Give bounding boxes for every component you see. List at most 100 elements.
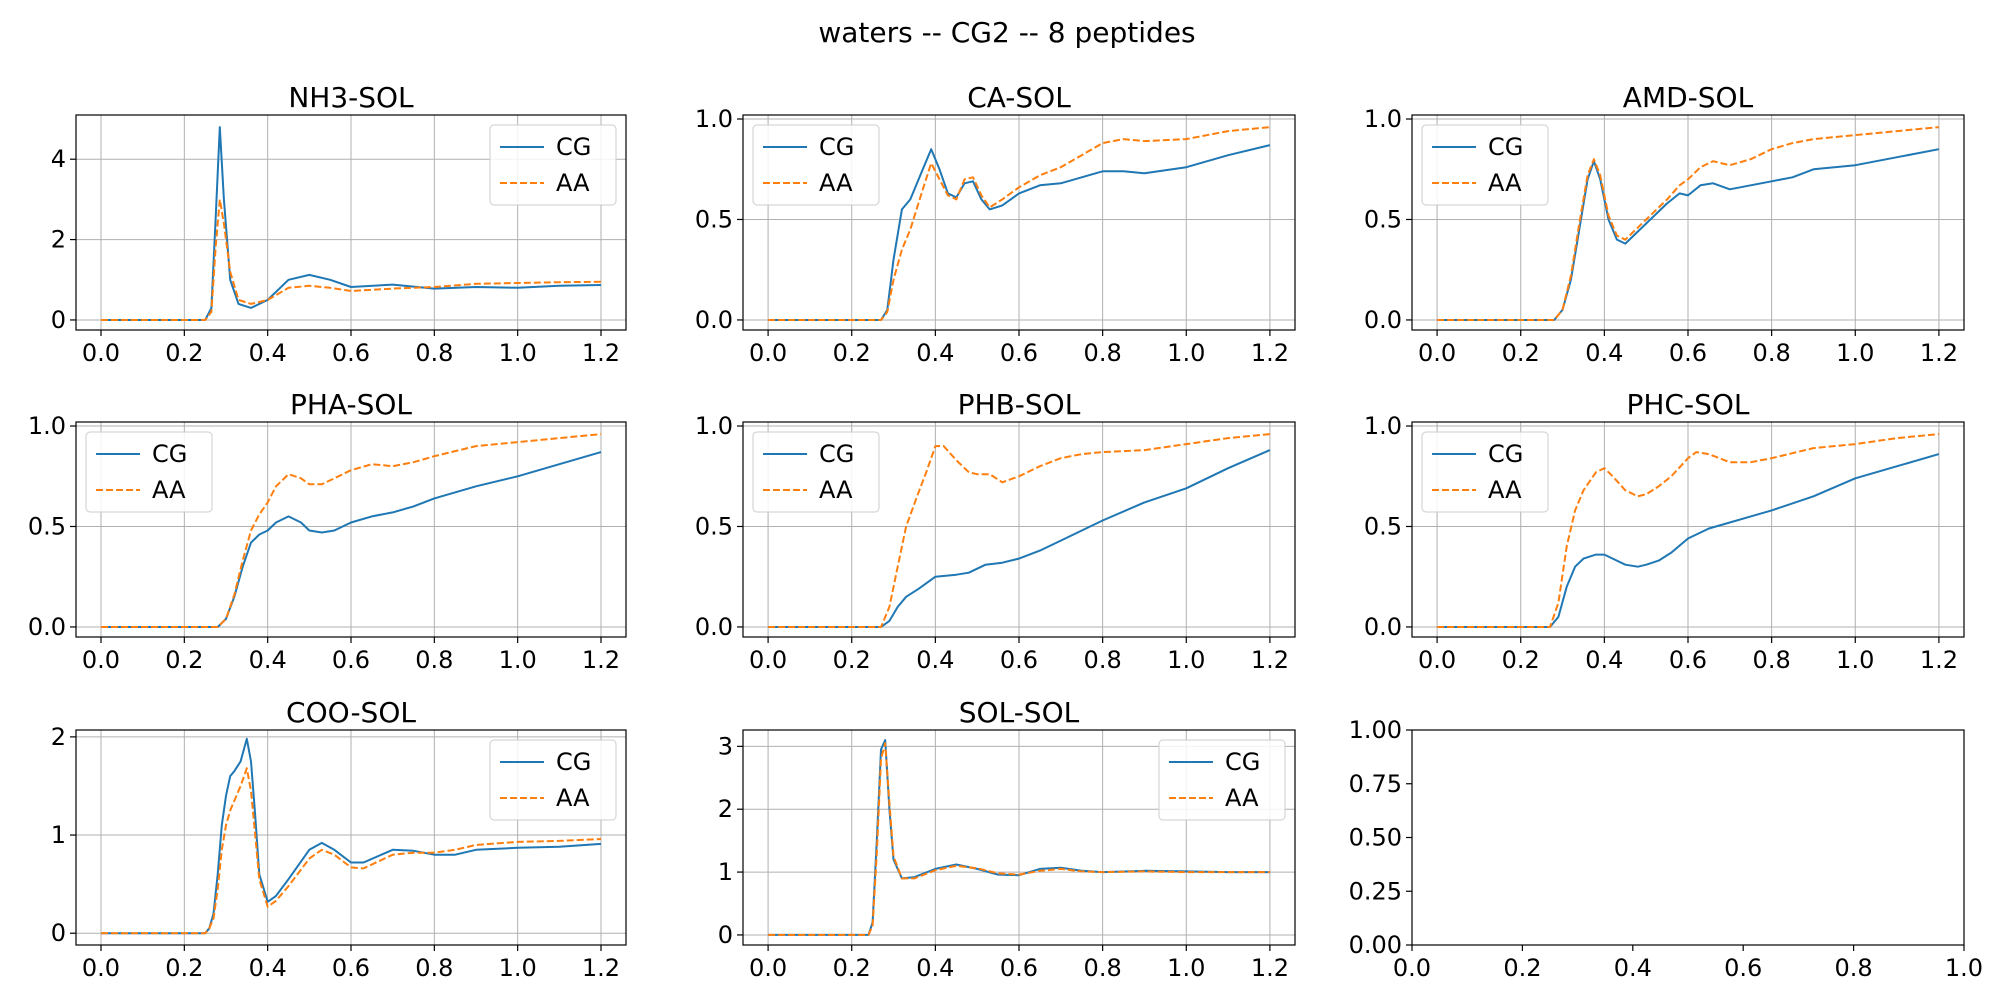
x-tick-label: 0.4 xyxy=(916,954,954,982)
subplot-title: SOL-SOL xyxy=(959,696,1080,729)
y-tick-label: 0 xyxy=(51,919,66,947)
series-line-aa xyxy=(101,198,602,321)
x-tick-label: 0.8 xyxy=(415,339,453,367)
x-tick-label: 0.0 xyxy=(82,954,120,982)
y-tick-label: 1 xyxy=(51,821,66,849)
x-tick-label: 0.4 xyxy=(249,954,287,982)
x-tick-label: 0.4 xyxy=(249,339,287,367)
x-tick-label: 0.2 xyxy=(1502,646,1540,674)
legend: CG AA xyxy=(752,124,880,206)
x-tick-label: 0.2 xyxy=(1502,339,1540,367)
x-tick-label: 0.0 xyxy=(82,646,120,674)
y-tick-label: 1.0 xyxy=(695,105,733,133)
series-line-cg xyxy=(101,451,602,628)
legend: CG AA xyxy=(489,739,617,821)
x-tick-label: 0.4 xyxy=(916,646,954,674)
legend-label-aa: AA xyxy=(556,784,590,812)
y-tick-label: 0.0 xyxy=(28,613,66,641)
x-tick-label: 1.2 xyxy=(582,954,620,982)
x-tick-label: 0.8 xyxy=(415,646,453,674)
axes-frame xyxy=(1411,729,1965,946)
series-line-aa xyxy=(768,433,1270,628)
x-tick-label: 0.6 xyxy=(332,646,370,674)
subplot: 0.0 0.2 0.4 0.6 0.8 1.0 1.2 0.0 0.5 1.0 PHC-SOL CG A… xyxy=(1364,388,1965,674)
x-tick-label: 1.0 xyxy=(1167,646,1205,674)
figure-title: waters -- CG2 -- 8 peptides xyxy=(818,16,1195,49)
legend-box xyxy=(1158,739,1286,821)
legend-label-cg: CG xyxy=(556,748,591,776)
subplot-title: PHB-SOL xyxy=(958,388,1081,421)
x-tick-label: 0.4 xyxy=(1585,646,1623,674)
x-tick-label: 1.0 xyxy=(1945,954,1983,982)
legend-label-aa: AA xyxy=(819,169,853,197)
x-tick-label: 1.2 xyxy=(582,646,620,674)
x-tick-label: 0.4 xyxy=(249,646,287,674)
x-tick-label: 1.0 xyxy=(1836,339,1874,367)
subplot: 0.0 0.2 0.4 0.6 0.8 1.0 1.2 0.0 0.5 1.0 AMD-SOL CG A… xyxy=(1364,81,1965,367)
x-tick-label: 1.0 xyxy=(499,954,537,982)
y-tick-label: 1.0 xyxy=(1364,412,1402,440)
y-tick-label: 1.0 xyxy=(695,412,733,440)
legend: CG AA xyxy=(489,124,617,206)
x-tick-label: 0.8 xyxy=(1084,646,1122,674)
legend-label-cg: CG xyxy=(556,133,591,161)
legend-label-cg: CG xyxy=(1225,748,1260,776)
y-tick-label: 0.5 xyxy=(1364,512,1402,540)
x-tick-label: 0.0 xyxy=(749,954,787,982)
series-line-aa xyxy=(1437,433,1939,628)
legend-box xyxy=(489,124,617,206)
y-tick-label: 1.00 xyxy=(1349,716,1402,744)
y-tick-label: 0.5 xyxy=(28,512,66,540)
y-tick-label: 2 xyxy=(51,226,66,254)
y-tick-label: 0.50 xyxy=(1349,824,1402,852)
y-tick-label: 2 xyxy=(51,723,66,751)
subplot: 0.0 0.2 0.4 0.6 0.8 1.0 1.2 0.0 0.5 1.0 CA-SOL CG AA xyxy=(695,81,1296,367)
legend: CG AA xyxy=(752,431,880,513)
series-line-cg xyxy=(768,449,1271,628)
y-tick-label: 0.5 xyxy=(695,512,733,540)
legend-label-cg: CG xyxy=(152,440,187,468)
y-tick-label: 0.00 xyxy=(1349,931,1402,959)
x-tick-label: 0.0 xyxy=(82,339,120,367)
x-tick-label: 0.6 xyxy=(1724,954,1762,982)
legend-label-aa: AA xyxy=(819,476,853,504)
legend: CG AA xyxy=(1421,431,1549,513)
legend-label-cg: CG xyxy=(819,440,854,468)
series-line-aa xyxy=(101,433,602,628)
x-tick-label: 0.6 xyxy=(1669,646,1707,674)
y-tick-label: 0.25 xyxy=(1349,877,1402,905)
legend-label-aa: AA xyxy=(152,476,186,504)
legend-box xyxy=(85,431,213,513)
x-tick-label: 0.8 xyxy=(1084,339,1122,367)
series-line-cg xyxy=(101,737,602,935)
legend-box xyxy=(752,124,880,206)
subplot: 0.0 0.2 0.4 0.6 0.8 1.0 1.2 0 1 2 3 SOL-SOL CG AA xyxy=(718,696,1296,982)
series-line-aa xyxy=(768,742,1270,936)
x-tick-label: 0.0 xyxy=(1418,339,1456,367)
x-tick-label: 0.6 xyxy=(1000,339,1038,367)
x-tick-label: 1.2 xyxy=(1251,646,1289,674)
legend-label-aa: AA xyxy=(1225,784,1259,812)
x-tick-label: 1.0 xyxy=(1167,339,1205,367)
subplot: 0.0 0.2 0.4 0.6 0.8 1.0 1.2 0 2 4 NH3-SOL CG AA xyxy=(51,81,627,367)
x-tick-label: 0.2 xyxy=(833,339,871,367)
x-tick-label: 1.0 xyxy=(499,646,537,674)
x-tick-label: 1.0 xyxy=(1836,646,1874,674)
legend-label-cg: CG xyxy=(1488,440,1523,468)
legend-label-aa: AA xyxy=(1488,476,1522,504)
series-line-cg xyxy=(768,144,1271,321)
legend-label-cg: CG xyxy=(1488,133,1523,161)
series-line-cg xyxy=(101,126,602,321)
subplot-title: NH3-SOL xyxy=(288,81,414,114)
y-tick-label: 3 xyxy=(718,732,733,760)
series-line-aa xyxy=(1437,126,1939,321)
y-tick-label: 0.75 xyxy=(1349,770,1402,798)
legend-box xyxy=(1421,124,1549,206)
x-tick-label: 0.4 xyxy=(1614,954,1652,982)
subplot-title: PHC-SOL xyxy=(1626,388,1749,421)
y-tick-label: 0 xyxy=(51,306,66,334)
x-tick-label: 1.2 xyxy=(582,339,620,367)
y-tick-label: 0.5 xyxy=(1364,205,1402,233)
series-line-aa xyxy=(768,126,1270,321)
